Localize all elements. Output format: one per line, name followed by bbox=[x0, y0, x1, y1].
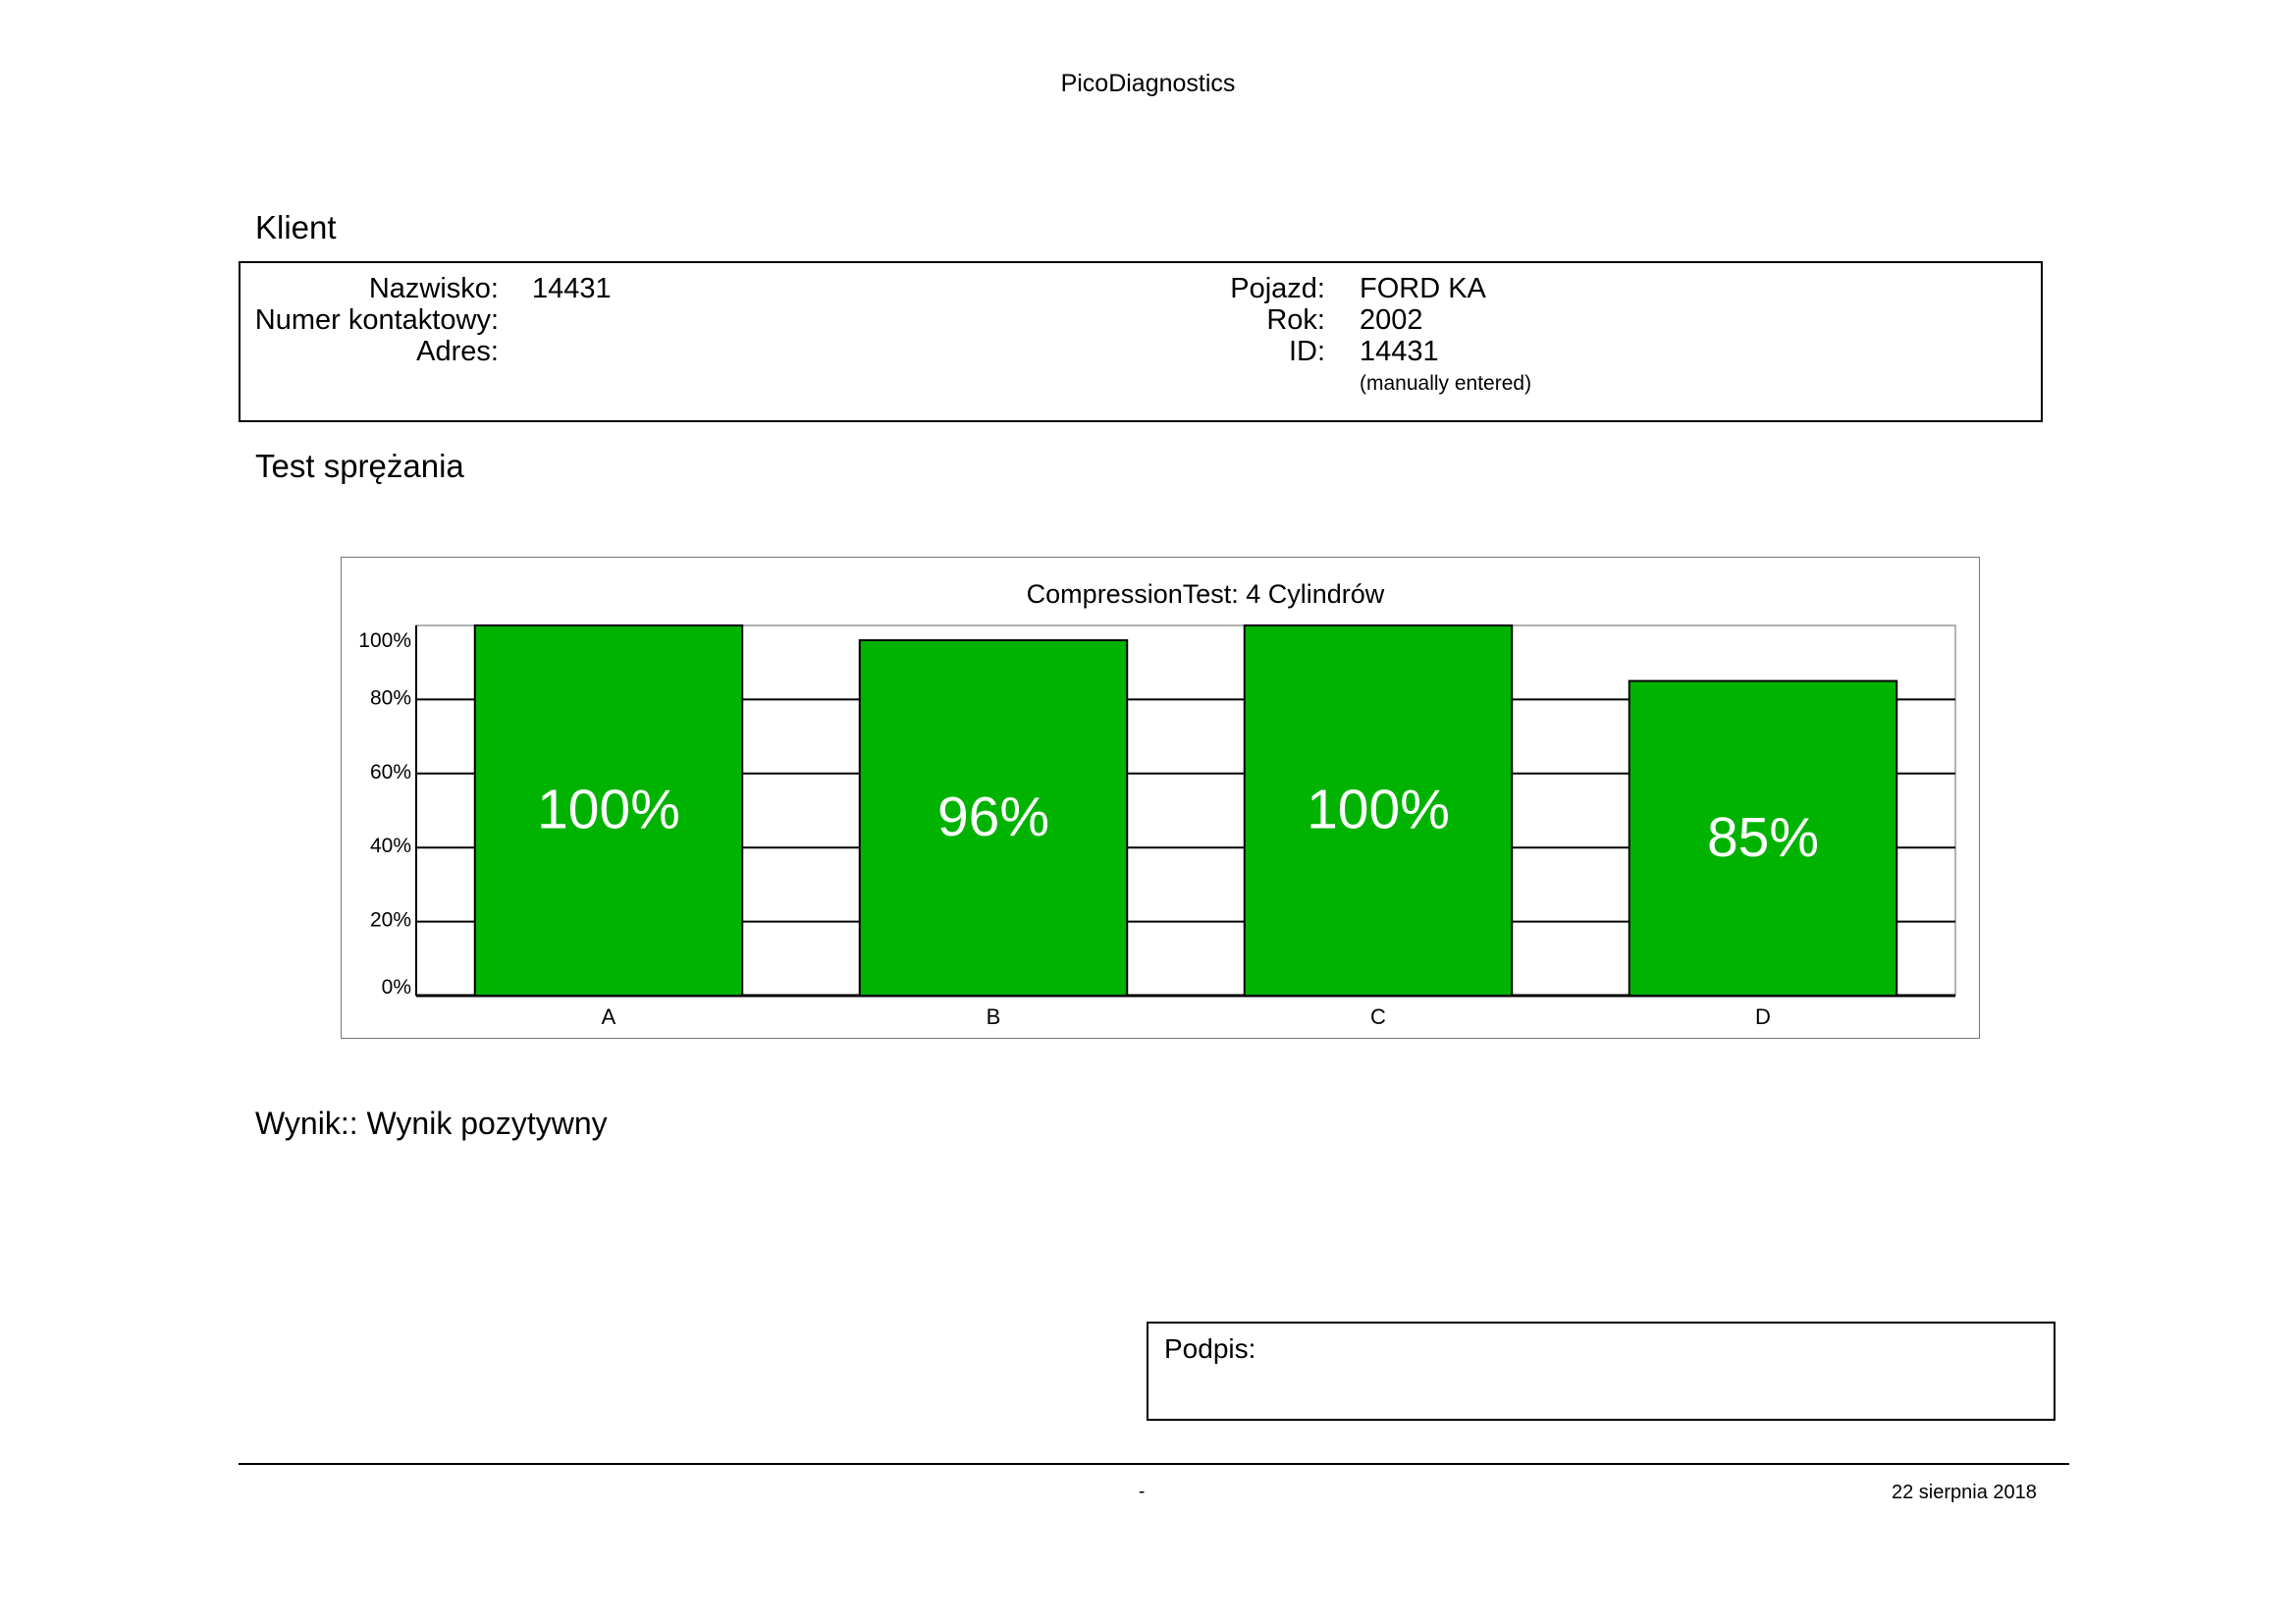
id-manual-note: (manually entered) bbox=[1360, 372, 1532, 395]
surname-label: Nazwisko: bbox=[368, 273, 499, 304]
signature-label: Podpis: bbox=[1164, 1333, 1256, 1364]
footer-date: 22 sierpnia 2018 bbox=[1892, 1482, 2037, 1503]
bar-value-label: 85% bbox=[1707, 806, 1819, 869]
bar-B bbox=[858, 639, 1129, 998]
bar-value-label: 96% bbox=[937, 785, 1049, 848]
bar-value-label: 100% bbox=[1307, 779, 1450, 841]
y-tick-label: 0% bbox=[382, 976, 411, 999]
vehicle-value: FORD KA bbox=[1360, 273, 1486, 304]
y-tick-label: 40% bbox=[370, 835, 411, 857]
bar-D bbox=[1628, 679, 1898, 998]
x-tick-label: C bbox=[1370, 1004, 1386, 1029]
footer-center-text: - bbox=[1139, 1482, 1146, 1502]
year-label: Rok: bbox=[1266, 304, 1325, 336]
id-label: ID: bbox=[1288, 336, 1325, 367]
client-info-box bbox=[239, 261, 2043, 422]
signature-box bbox=[1147, 1322, 2056, 1421]
address-label: Adres: bbox=[416, 336, 499, 367]
x-tick-label: B bbox=[987, 1004, 1001, 1029]
x-tick-label: D bbox=[1755, 1004, 1771, 1029]
vehicle-label: Pojazd: bbox=[1230, 273, 1325, 304]
result-text: Wynik:: Wynik pozytywny bbox=[255, 1106, 608, 1141]
contact-number-label: Numer kontaktowy: bbox=[254, 304, 499, 336]
y-tick-label: 20% bbox=[370, 909, 411, 932]
client-section-title: Klient bbox=[255, 209, 337, 245]
id-value: 14431 bbox=[1360, 336, 1439, 367]
compression-test-section-title: Test sprężania bbox=[255, 448, 464, 484]
surname-value: 14431 bbox=[532, 273, 612, 304]
footer-divider bbox=[239, 1463, 2069, 1465]
x-tick-label: A bbox=[602, 1004, 616, 1029]
year-value: 2002 bbox=[1360, 304, 1423, 336]
report-header-title: PicoDiagnostics bbox=[1060, 70, 1236, 97]
bar-C bbox=[1243, 624, 1514, 997]
chart-title: CompressionTest: 4 Cylindrów bbox=[1027, 579, 1385, 609]
bar-A bbox=[473, 624, 744, 997]
y-tick-label: 100% bbox=[358, 629, 411, 652]
chart-frame bbox=[341, 557, 1980, 1039]
compression-bar-chart: CompressionTest: 4 Cylindrów 0% 20% 40% 60% 8… bbox=[358, 579, 1956, 1029]
bar-value-label: 100% bbox=[537, 779, 680, 841]
y-tick-label: 60% bbox=[370, 761, 411, 784]
y-tick-label: 80% bbox=[370, 686, 411, 709]
